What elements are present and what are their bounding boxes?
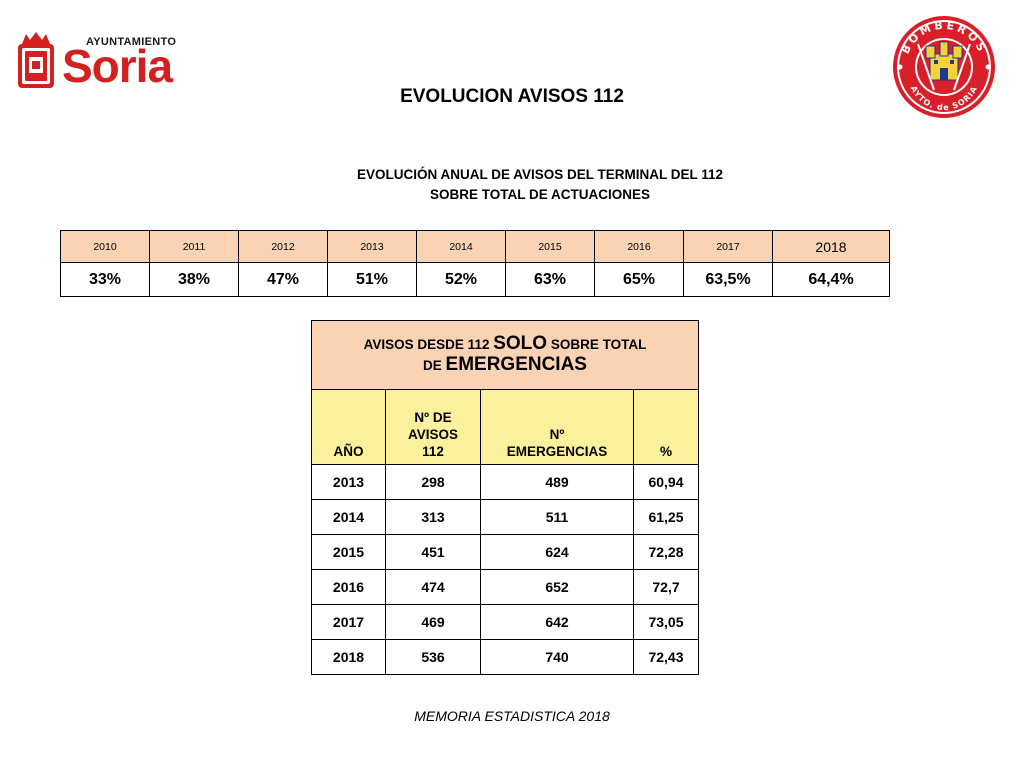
year-cell: 2016: [594, 230, 684, 263]
castle-icon: [925, 41, 963, 81]
percent-cell: 72,28: [633, 534, 699, 570]
table-row: 2016 474 652 72,7: [311, 569, 699, 605]
column-header-percent: %: [633, 389, 699, 465]
year-cell: 2018: [772, 230, 890, 263]
emergencias-cell: 652: [480, 569, 634, 605]
avisos-cell: 313: [385, 499, 481, 535]
year-cell: 2015: [311, 534, 386, 570]
year-cell: 2017: [683, 230, 773, 263]
year-cell: 2015: [505, 230, 595, 263]
subtitle-line-2: SOBRE TOTAL DE ACTUACIONES: [429, 187, 650, 202]
value-cell: 52%: [416, 262, 506, 297]
year-cell: 2010: [60, 230, 150, 263]
column-header-avisos: Nº DE AVISOS 112: [385, 389, 481, 465]
emergencias-cell: 624: [480, 534, 634, 570]
percent-cell: 73,05: [633, 604, 699, 640]
emergencias-table: AVISOS DESDE 112 SOLO SOBRE TOTAL DE EME…: [311, 320, 699, 675]
value-cell: 47%: [238, 262, 328, 297]
page-title: EVOLUCION AVISOS 112: [400, 86, 624, 107]
year-cell: 2016: [311, 569, 386, 605]
year-cell: 2012: [238, 230, 328, 263]
annual-evolution-table: 2010 2011 2012 2013 2014 2015 2016 2017 …: [60, 230, 890, 297]
value-cell: 65%: [594, 262, 684, 297]
table-row: 2018 536 740 72,43: [311, 639, 699, 675]
ayuntamiento-soria-logo: AYUNTAMIENTO Soria: [14, 30, 204, 94]
soria-wordmark: Soria: [62, 40, 173, 92]
footer-caption: MEMORIA ESTADISTICA 2018: [414, 708, 610, 724]
table-title-row: AVISOS DESDE 112 SOLO SOBRE TOTAL DE EME…: [311, 320, 699, 390]
year-cell: 2017: [311, 604, 386, 640]
year-cell: 2013: [327, 230, 417, 263]
table-header-row: AÑO Nº DE AVISOS 112 Nº EMERGENCIAS %: [311, 389, 699, 465]
value-cell: 38%: [149, 262, 239, 297]
percent-cell: 60,94: [633, 464, 699, 500]
avisos-cell: 298: [385, 464, 481, 500]
column-header-emergencias: Nº EMERGENCIAS: [480, 389, 634, 465]
value-cell: 63,5%: [683, 262, 773, 297]
emergencias-cell: 740: [480, 639, 634, 675]
value-cell: 51%: [327, 262, 417, 297]
annual-table-subtitle: EVOLUCIÓN ANUAL DE AVISOS DEL TERMINAL D…: [280, 165, 800, 205]
year-cell: 2014: [416, 230, 506, 263]
table-row: 2013 298 489 60,94: [311, 464, 699, 500]
avisos-cell: 474: [385, 569, 481, 605]
avisos-cell: 451: [385, 534, 481, 570]
year-cell: 2013: [311, 464, 386, 500]
table-row: 2014 313 511 61,25: [311, 499, 699, 535]
table-row: 2017 469 642 73,05: [311, 604, 699, 640]
table-header-row: 2010 2011 2012 2013 2014 2015 2016 2017 …: [60, 230, 890, 263]
soria-crest-icon: [18, 32, 54, 88]
emergencias-table-title: AVISOS DESDE 112 SOLO SOBRE TOTAL DE EME…: [311, 320, 699, 390]
emergencias-cell: 511: [480, 499, 634, 535]
table-row: 2015 451 624 72,28: [311, 534, 699, 570]
value-cell: 64,4%: [772, 262, 890, 297]
percent-cell: 72,43: [633, 639, 699, 675]
percent-cell: 61,25: [633, 499, 699, 535]
value-cell: 63%: [505, 262, 595, 297]
percent-cell: 72,7: [633, 569, 699, 605]
avisos-cell: 469: [385, 604, 481, 640]
table-row: 33% 38% 47% 51% 52% 63% 65% 63,5% 64,4%: [60, 262, 890, 297]
emergencias-cell: 642: [480, 604, 634, 640]
subtitle-line-1: EVOLUCIÓN ANUAL DE AVISOS DEL TERMINAL D…: [356, 167, 724, 182]
column-header-year: AÑO: [311, 389, 386, 465]
bomberos-seal-icon: BOMBEROS AYTO. de SORIA: [893, 16, 995, 118]
year-cell: 2011: [149, 230, 239, 263]
ayuntamiento-label: AYUNTAMIENTO: [86, 36, 177, 48]
avisos-cell: 536: [385, 639, 481, 675]
year-cell: 2018: [311, 639, 386, 675]
year-cell: 2014: [311, 499, 386, 535]
emergencias-cell: 489: [480, 464, 634, 500]
value-cell: 33%: [60, 262, 150, 297]
